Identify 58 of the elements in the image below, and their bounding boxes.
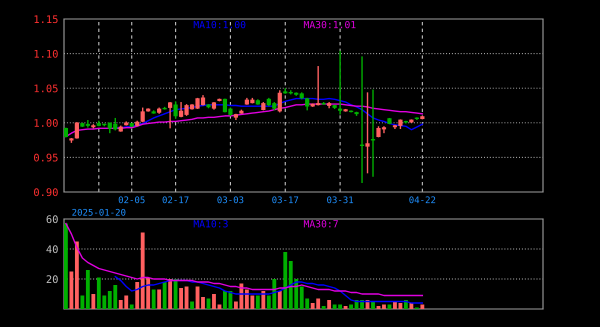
bar: [130, 304, 134, 309]
candlestick: [305, 97, 310, 112]
candlestick: [168, 101, 172, 130]
bar: [256, 296, 260, 309]
bar: [322, 306, 326, 309]
bar: [371, 302, 375, 309]
bar: [64, 224, 68, 309]
bar: [344, 306, 348, 309]
line-series: [114, 276, 424, 304]
bar: [96, 278, 101, 309]
candlestick: [74, 121, 79, 140]
bar: [388, 304, 392, 309]
annotation: MA30:7: [304, 220, 338, 228]
bar: [113, 285, 118, 309]
bar: [152, 290, 156, 309]
bar: [108, 291, 112, 309]
x-tick-label: 02-05: [118, 196, 145, 204]
x-tick-label: 03-17: [272, 196, 298, 204]
y-tick-label: 1.15: [34, 15, 58, 24]
bar: [124, 296, 128, 309]
candlestick: [365, 92, 370, 174]
bar: [300, 286, 304, 309]
y-tick-label: 1.00: [34, 119, 58, 127]
y-tick-label: 1.10: [34, 50, 58, 58]
candlestick: [64, 126, 68, 138]
bar: [91, 294, 96, 309]
bar: [118, 300, 123, 309]
y-tick-label: 0.95: [34, 154, 58, 162]
bar: [266, 296, 271, 309]
annotation: MA10:3: [194, 220, 228, 228]
bar: [327, 300, 332, 309]
x-tick-label: 04-22: [409, 196, 436, 204]
bar: [102, 296, 106, 309]
bar: [190, 302, 194, 309]
bar: [174, 279, 178, 309]
bar: [261, 291, 266, 309]
y-tick-label: 1.05: [34, 84, 58, 92]
bar: [157, 290, 162, 309]
bar: [168, 279, 172, 309]
bar: [305, 298, 310, 309]
bar: [409, 303, 414, 309]
annotation: MA10:1.00: [194, 20, 246, 28]
candlestick: [278, 90, 282, 114]
candlestick: [140, 106, 145, 123]
x-tick-label: 2025-01-20: [72, 208, 126, 216]
y-tick-label: 0.90: [34, 188, 58, 196]
candlestick: [360, 56, 364, 184]
x-tick-label: 03-03: [217, 196, 244, 204]
bar: [162, 282, 167, 309]
y-tick-label: 40: [46, 245, 58, 254]
bar: [420, 304, 424, 309]
y-tick-label: 20: [46, 275, 58, 284]
bar: [206, 298, 210, 309]
x-tick-label: 02-17: [162, 196, 189, 204]
candlestick: [370, 88, 376, 178]
x-tick-label: 03-31: [327, 196, 354, 204]
y-tick-label: 60: [46, 215, 58, 224]
annotation: MA30:1.01: [304, 20, 356, 28]
